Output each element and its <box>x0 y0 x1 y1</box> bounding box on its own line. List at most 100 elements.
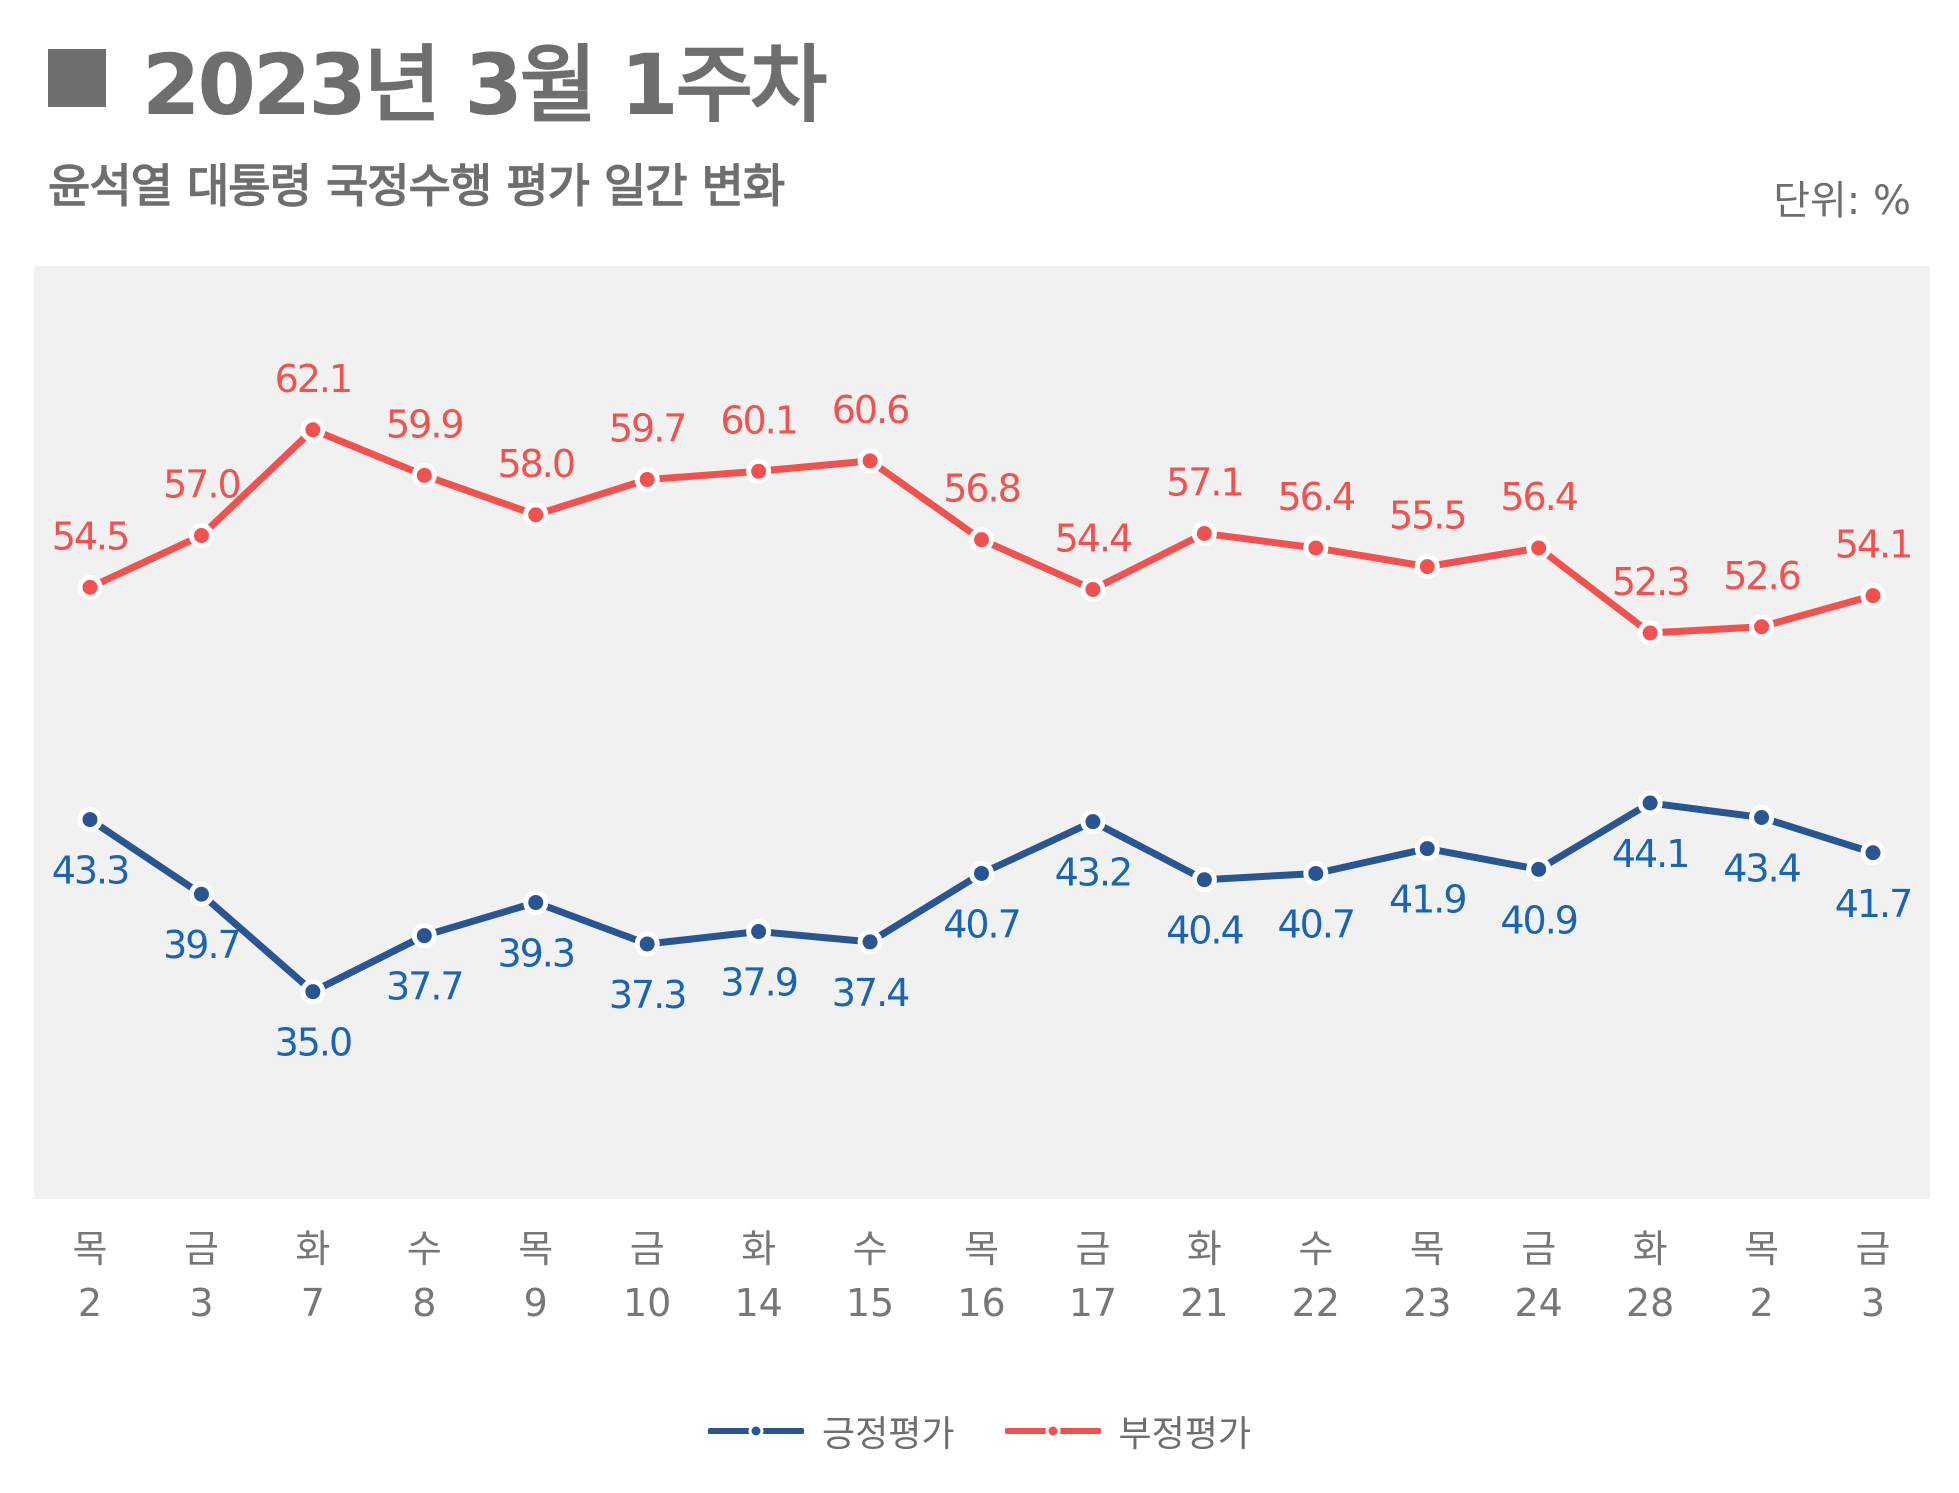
x-tick-day: 수 <box>407 1227 442 1271</box>
data-point-positive <box>188 881 214 907</box>
data-label-positive: 44.1 <box>1612 832 1689 876</box>
data-point-positive <box>77 807 103 833</box>
legend-line-icon <box>1004 1423 1101 1439</box>
x-tick-day: 수 <box>1298 1227 1333 1271</box>
x-tick-day: 화 <box>1633 1227 1668 1271</box>
data-point-negative <box>634 467 660 493</box>
x-tick-date: 9 <box>524 1281 548 1325</box>
x-tick-day: 금 <box>630 1227 665 1271</box>
data-label-negative: 59.7 <box>609 407 686 451</box>
page-title: 2023년 3월 1주차 <box>48 28 827 134</box>
x-tick-date: 8 <box>412 1281 436 1325</box>
x-tick-day: 목 <box>964 1227 999 1271</box>
data-label-positive: 40.4 <box>1166 909 1243 953</box>
data-point-positive <box>1637 790 1663 816</box>
data-label-negative: 60.1 <box>720 398 797 442</box>
data-label-negative: 54.4 <box>1055 516 1132 560</box>
data-label-negative: 56.4 <box>1500 475 1577 519</box>
x-tick-date: 23 <box>1403 1281 1451 1325</box>
legend-item-positive: 긍정평가 <box>708 1405 955 1457</box>
data-label-negative: 60.6 <box>832 388 909 432</box>
data-point-negative <box>1526 535 1552 561</box>
x-tick-day: 목 <box>1744 1227 1779 1271</box>
data-label-positive: 41.9 <box>1389 878 1466 922</box>
data-point-positive <box>1080 809 1106 835</box>
data-label-positive: 43.2 <box>1055 851 1132 895</box>
data-point-negative <box>1191 520 1217 546</box>
data-point-negative <box>1860 583 1886 609</box>
data-label-positive: 41.7 <box>1835 882 1912 926</box>
data-point-negative <box>1303 535 1329 561</box>
data-label-positive: 35.0 <box>275 1021 352 1065</box>
data-point-positive <box>634 931 660 957</box>
legend-label-positive: 긍정평가 <box>822 1414 955 1455</box>
x-tick-date: 17 <box>1069 1281 1117 1325</box>
data-point-negative <box>300 417 326 443</box>
data-point-negative <box>411 462 437 488</box>
data-label-positive: 37.9 <box>720 961 797 1005</box>
data-label-negative: 55.5 <box>1389 494 1466 538</box>
data-label-positive: 40.7 <box>943 902 1020 946</box>
data-label-negative: 58.0 <box>497 442 574 486</box>
data-label-positive: 39.7 <box>163 923 240 967</box>
data-label-negative: 57.1 <box>1166 460 1243 504</box>
data-point-positive <box>1191 867 1217 893</box>
data-point-positive <box>857 929 883 955</box>
data-label-negative: 57.0 <box>163 463 240 507</box>
data-label-positive: 37.3 <box>609 973 686 1017</box>
data-point-negative <box>857 448 883 474</box>
x-tick-date: 22 <box>1292 1281 1340 1325</box>
data-point-positive <box>746 919 772 945</box>
data-label-negative: 54.5 <box>52 514 129 558</box>
legend-label-negative: 부정평가 <box>1118 1414 1251 1455</box>
data-label-negative: 52.3 <box>1612 560 1689 604</box>
data-point-negative <box>1080 576 1106 602</box>
x-tick-day: 화 <box>1187 1227 1222 1271</box>
plot-area <box>34 266 1930 1199</box>
legend: 긍정평가 부정평가 <box>0 1405 1959 1457</box>
data-point-negative <box>77 574 103 600</box>
legend-line-icon <box>708 1423 805 1439</box>
data-point-negative <box>1637 620 1663 646</box>
x-tick-date: 10 <box>623 1281 671 1325</box>
x-tick-day: 금 <box>1075 1227 1110 1271</box>
legend-item-negative: 부정평가 <box>1004 1405 1251 1457</box>
data-label-negative: 54.1 <box>1835 523 1912 567</box>
data-point-negative <box>969 527 994 553</box>
x-tick-date: 16 <box>957 1281 1005 1325</box>
x-tick-date: 2 <box>78 1281 102 1325</box>
unit-label: 단위: % <box>1773 178 1911 224</box>
title-square-icon <box>48 49 106 107</box>
x-tick-date: 24 <box>1515 1281 1563 1325</box>
x-tick-day: 목 <box>518 1227 553 1271</box>
data-point-positive <box>1860 840 1886 866</box>
data-point-positive <box>969 860 994 886</box>
x-tick-date: 2 <box>1749 1281 1773 1325</box>
x-tick-day: 화 <box>741 1227 776 1271</box>
data-label-negative: 56.8 <box>943 467 1020 511</box>
data-point-positive <box>1526 856 1552 882</box>
data-label-negative: 56.4 <box>1278 475 1355 519</box>
data-label-positive: 37.7 <box>386 965 463 1009</box>
x-tick-day: 화 <box>295 1227 330 1271</box>
x-tick-date: 14 <box>734 1281 782 1325</box>
data-label-positive: 40.9 <box>1500 898 1577 942</box>
data-label-positive: 40.7 <box>1278 902 1355 946</box>
x-tick-date: 28 <box>1626 1281 1674 1325</box>
data-label-positive: 43.4 <box>1723 847 1800 891</box>
data-point-positive <box>1749 805 1775 831</box>
data-label-positive: 43.3 <box>52 849 129 893</box>
x-tick-date: 15 <box>846 1281 894 1325</box>
data-label-positive: 39.3 <box>497 932 574 976</box>
data-point-negative <box>188 523 214 549</box>
data-label-negative: 59.9 <box>386 402 463 446</box>
data-point-negative <box>523 502 549 528</box>
x-tick-date: 7 <box>301 1281 325 1325</box>
x-tick-day: 목 <box>1410 1227 1445 1271</box>
data-point-positive <box>523 890 549 916</box>
x-tick-date: 21 <box>1180 1281 1228 1325</box>
x-tick-date: 3 <box>1861 1281 1885 1325</box>
data-point-positive <box>411 923 437 949</box>
data-label-positive: 37.4 <box>832 971 909 1015</box>
data-point-negative <box>1414 554 1440 580</box>
